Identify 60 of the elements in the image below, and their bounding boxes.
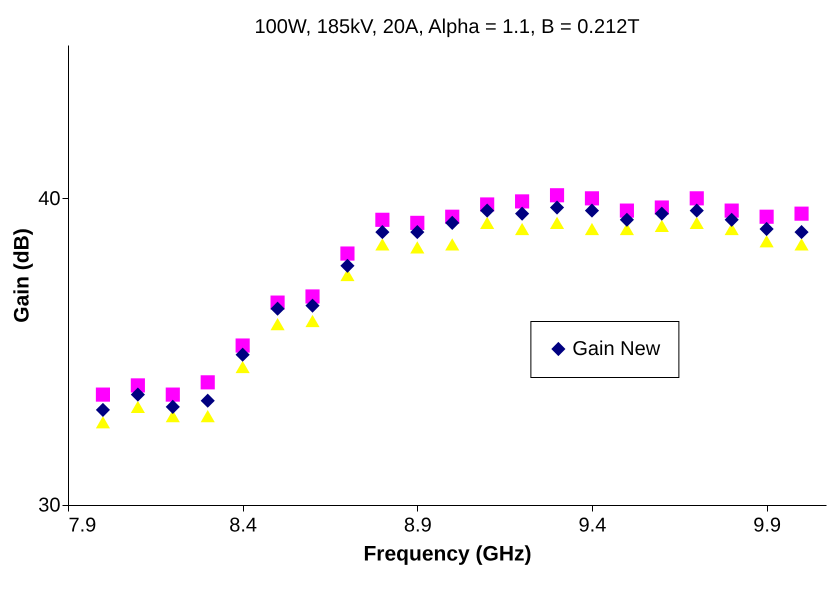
point — [515, 222, 530, 236]
point — [166, 388, 180, 402]
point — [96, 416, 110, 428]
chart-title: 100W, 185kV, 20A, Alpha = 1.1, B = 0.212T — [254, 16, 640, 38]
point — [690, 204, 704, 218]
point — [130, 388, 145, 402]
point — [340, 246, 355, 261]
point — [690, 191, 704, 206]
y-axis-title: Gain (dB) — [10, 228, 34, 323]
point — [200, 394, 215, 408]
x-tick-label: 9.4 — [578, 514, 606, 536]
point — [200, 410, 215, 422]
point — [375, 238, 390, 250]
point — [236, 348, 250, 362]
point — [760, 222, 774, 236]
point — [480, 216, 494, 229]
point — [760, 235, 774, 248]
point — [794, 238, 809, 250]
point — [794, 224, 809, 240]
point — [550, 200, 564, 215]
x-tick-label: 7.9 — [68, 514, 96, 536]
point — [654, 206, 669, 221]
point — [445, 238, 460, 250]
point — [236, 360, 250, 374]
point — [515, 194, 530, 208]
point — [375, 224, 390, 240]
point — [96, 388, 110, 402]
point — [410, 241, 424, 254]
point — [515, 206, 530, 221]
x-axis-title: Frequency (GHz) — [363, 542, 532, 566]
point — [654, 220, 669, 232]
point — [584, 222, 600, 236]
point — [690, 216, 704, 229]
point — [270, 318, 285, 330]
point — [305, 314, 320, 328]
point — [584, 204, 600, 218]
point — [480, 204, 494, 218]
x-tick-label: 8.9 — [404, 514, 432, 536]
point — [724, 212, 739, 227]
point — [760, 210, 774, 224]
point — [96, 402, 110, 418]
x-tick-label: 8.4 — [229, 514, 258, 536]
x-tick-label: 9.9 — [753, 514, 782, 536]
point — [340, 258, 355, 273]
point — [166, 400, 180, 414]
point — [305, 298, 320, 313]
y-tick-label: 30 — [38, 494, 60, 516]
y-tick-label: 40 — [38, 188, 60, 210]
point — [445, 216, 460, 230]
point — [584, 191, 600, 206]
point — [130, 400, 145, 413]
legend-label: Gain New — [572, 338, 661, 360]
point — [270, 302, 285, 316]
point — [550, 216, 564, 229]
point — [375, 212, 390, 227]
point — [550, 188, 564, 202]
point — [410, 224, 424, 240]
point — [620, 212, 634, 227]
point — [200, 375, 215, 390]
point — [794, 206, 809, 221]
